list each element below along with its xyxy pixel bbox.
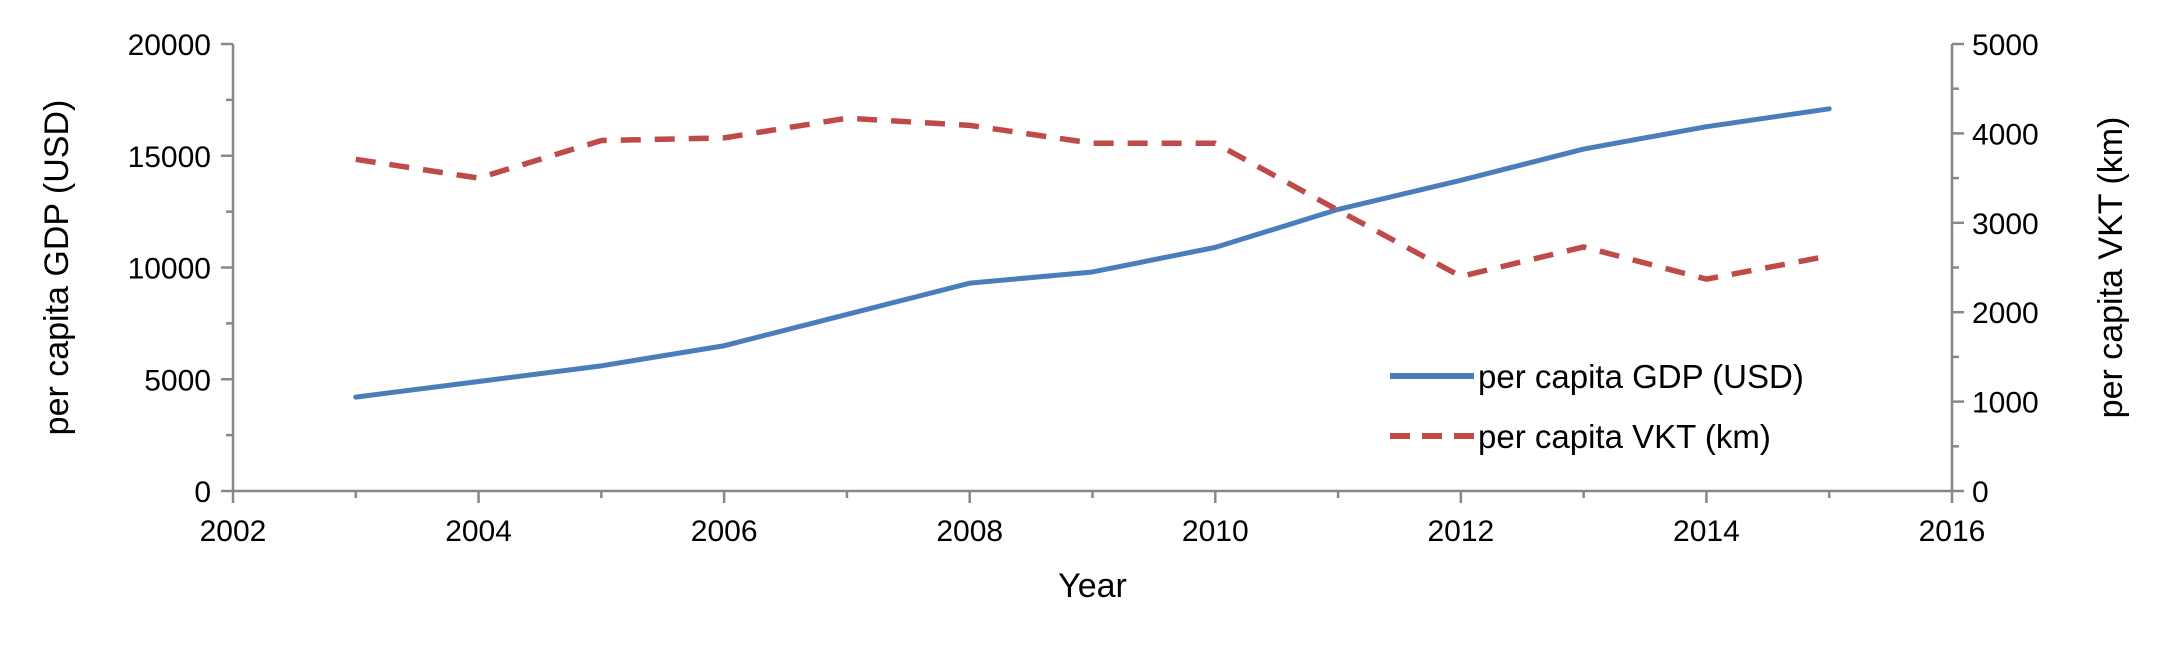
x-axis-ticks: 2002 2004 2006 2008 2010 2012 2014 2016 [200, 491, 1986, 548]
y-axis-title: per capita GDP (USD) [38, 100, 76, 436]
x-tick-label: 2008 [936, 515, 1003, 548]
x-tick-label: 2016 [1919, 515, 1986, 548]
y2-tick-label: 1000 [1972, 387, 2039, 420]
x-tick-label: 2014 [1673, 515, 1740, 548]
y2-tick-label: 0 [1972, 476, 1989, 509]
legend: per capita GDP (USD) per capita VKT (km) [1390, 358, 1804, 455]
y-tick-label: 0 [194, 476, 211, 509]
y2-tick-label: 3000 [1972, 208, 2039, 241]
y-tick-label: 15000 [128, 141, 211, 174]
legend-label-vkt: per capita VKT (km) [1478, 418, 1771, 455]
x-tick-label: 2012 [1427, 515, 1494, 548]
y2-axis-ticks: 0 1000 2000 3000 4000 5000 [1952, 29, 2039, 509]
plot-area: 2002 2004 2006 2008 2010 2012 2014 2016 0 5000 10… [128, 29, 2039, 548]
legend-label-gdp: per capita GDP (USD) [1478, 358, 1804, 395]
x-axis-title: Year [1058, 567, 1127, 605]
x-tick-label: 2010 [1182, 515, 1249, 548]
y-tick-label: 5000 [144, 364, 211, 397]
x-tick-label: 2002 [200, 515, 267, 548]
y-tick-label: 20000 [128, 29, 211, 62]
x-tick-label: 2004 [445, 515, 512, 548]
series-line-vkt [355, 115, 1830, 282]
series-line-gdp [353, 106, 1832, 400]
y2-tick-label: 2000 [1972, 297, 2039, 330]
x-tick-label: 2006 [691, 515, 758, 548]
series-layer [353, 106, 1832, 400]
y-axis-ticks: 0 5000 10000 15000 20000 [128, 29, 233, 509]
y2-tick-label: 5000 [1972, 29, 2039, 62]
y2-axis-title: per capita VKT (km) [2092, 117, 2130, 419]
y2-tick-label: 4000 [1972, 118, 2039, 151]
y-tick-label: 10000 [128, 253, 211, 286]
